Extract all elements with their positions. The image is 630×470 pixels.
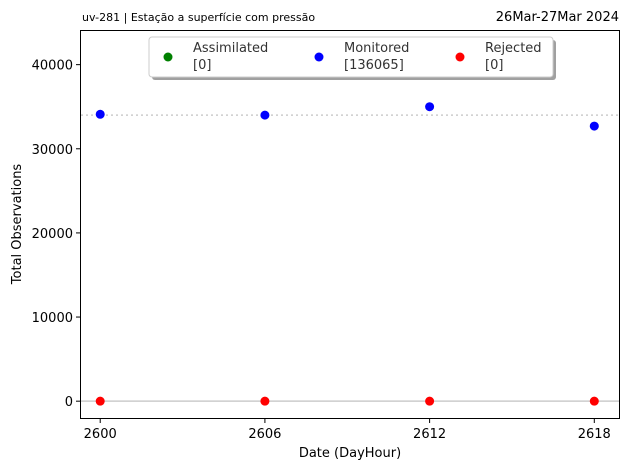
x-axis-label: Date (DayHour) — [299, 446, 401, 461]
legend-marker-monitored — [314, 52, 324, 62]
x-tick-label: 2612 — [413, 427, 446, 442]
legend-label-rejected: Rejected — [485, 41, 542, 56]
legend-marker-assimilated — [163, 52, 173, 62]
monitored-point — [95, 109, 105, 119]
legend-box — [148, 36, 554, 78]
monitored-point — [425, 102, 435, 112]
legend-count-monitored: [136065] — [344, 58, 404, 73]
chart-left-title: uv-281 | Estação a superfície com pressã… — [82, 11, 315, 24]
legend-label-monitored: Monitored — [344, 41, 409, 56]
rejected-point — [95, 396, 105, 406]
x-tick-label: 2618 — [578, 427, 611, 442]
plot-area-frame — [80, 30, 620, 419]
reference-lines — [81, 114, 619, 402]
x-tick-label: 2606 — [248, 427, 281, 442]
y-tick-label: 40000 — [32, 59, 73, 74]
legend-count-rejected: [0] — [485, 58, 503, 73]
y-tick-label: 0 — [65, 395, 73, 410]
rejected-point — [589, 396, 599, 406]
y-tick-label: 20000 — [32, 227, 73, 242]
y-axis-ticks: 0 10000 20000 30000 40000 — [32, 59, 81, 410]
x-tick-label: 2600 — [84, 427, 117, 442]
legend-marker-rejected — [455, 52, 465, 62]
legend-label-assimilated: Assimilated — [193, 41, 268, 56]
y-axis-label: Total Observations — [10, 164, 25, 286]
x-axis-ticks: 2600 2606 2612 2618 — [84, 418, 611, 442]
chart-right-title: 26Mar-27Mar 2024 — [496, 10, 619, 25]
legend: Assimilated [0] Monitored [136065] Rejected [… — [148, 36, 556, 80]
rejected-point — [425, 396, 435, 406]
y-tick-label: 30000 — [32, 143, 73, 158]
monitored-point — [260, 110, 270, 120]
legend-count-assimilated: [0] — [193, 58, 211, 73]
monitored-point — [589, 121, 599, 131]
y-tick-label: 10000 — [32, 311, 73, 326]
rejected-point — [260, 396, 270, 406]
data-points — [95, 102, 599, 406]
